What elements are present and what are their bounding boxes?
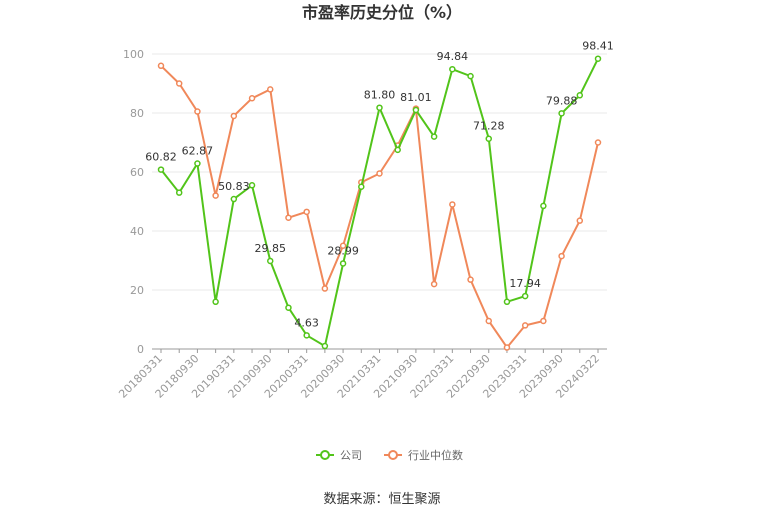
data-point: [230, 195, 238, 203]
data-point: [594, 139, 602, 146]
data-point: [485, 317, 492, 325]
data-point: [576, 92, 584, 99]
data-point: [212, 298, 219, 306]
data-point: [339, 260, 347, 267]
data-point: [175, 80, 183, 87]
data-label: 29.85: [255, 242, 287, 255]
data-point: [339, 242, 347, 249]
data-point: [285, 304, 292, 311]
data-label: 17.94: [509, 277, 541, 290]
y-tick-label: 100: [123, 48, 144, 61]
y-tick-label: 80: [130, 107, 144, 120]
data-point: [358, 183, 365, 190]
data-point: [194, 108, 201, 115]
data-point: [376, 170, 383, 177]
series-line-0: [160, 58, 599, 348]
data-point: [521, 292, 529, 300]
data-label: 60.82: [145, 151, 177, 164]
data-point: [558, 252, 565, 260]
data-point: [321, 342, 329, 350]
y-tick-label: 40: [130, 225, 144, 238]
data-point: [449, 65, 456, 73]
data-point: [230, 112, 238, 120]
circle-line-icon: [320, 450, 330, 460]
data-point: [430, 133, 438, 140]
data-labels: 60.82 62.87 50.83 29.85 4.63 28.99 81.80 81.01 9…: [145, 40, 614, 330]
data-point: [467, 72, 474, 80]
legend-label: 行业中位数: [408, 448, 463, 462]
data-point: [376, 104, 383, 111]
data-point: [267, 257, 274, 265]
data-label: 94.84: [437, 50, 469, 63]
legend-item-1[interactable]: 行业中位数: [384, 448, 463, 462]
data-point: [303, 208, 310, 216]
y-tick-label: 20: [130, 284, 144, 297]
legend: 公司 行业中位数: [316, 448, 463, 462]
legend-item-0[interactable]: 公司: [316, 449, 362, 462]
data-point: [503, 344, 511, 351]
data-point: [521, 322, 529, 329]
data-point: [157, 166, 165, 173]
data-point: [212, 192, 219, 199]
data-point: [540, 202, 547, 210]
series-lines: [157, 55, 602, 351]
data-point: [558, 110, 565, 117]
chart-title: 市盈率历史分位（%）: [302, 3, 462, 22]
data-point: [303, 332, 310, 339]
data-point: [285, 214, 292, 221]
data-point: [576, 217, 584, 224]
data-point: [175, 189, 183, 196]
data-point: [394, 146, 401, 154]
data-label: 79.88: [546, 94, 578, 107]
data-label: 81.01: [400, 91, 432, 104]
y-tick-label: 0: [137, 343, 144, 356]
y-tick-label: 60: [130, 166, 144, 179]
y-axis: 0 20 40 60 80 100: [123, 48, 144, 356]
data-label: 71.28: [473, 120, 505, 133]
data-point: [449, 201, 456, 208]
source-note: 数据来源：恒生聚源: [323, 492, 440, 507]
data-label: 28.99: [327, 244, 359, 257]
data-point: [321, 285, 329, 292]
data-point: [594, 55, 602, 62]
data-label: 81.80: [364, 89, 396, 102]
data-point: [467, 276, 474, 283]
circle-line-icon: [388, 450, 398, 460]
data-label: 4.63: [294, 316, 319, 329]
data-point: [430, 280, 438, 288]
data-point: [503, 298, 511, 306]
x-axis: 2018033120180930201903312019093020200331…: [116, 348, 607, 401]
data-point: [248, 95, 256, 102]
legend-label: 公司: [340, 449, 362, 462]
data-label: 62.87: [182, 145, 214, 158]
data-point: [157, 62, 165, 70]
data-point: [540, 317, 547, 325]
data-label: 50.83: [218, 180, 250, 193]
data-label: 98.41: [582, 40, 614, 53]
data-point: [412, 106, 420, 114]
data-point: [267, 86, 274, 93]
data-point: [248, 182, 256, 189]
data-point: [194, 160, 201, 167]
data-point: [485, 135, 492, 142]
